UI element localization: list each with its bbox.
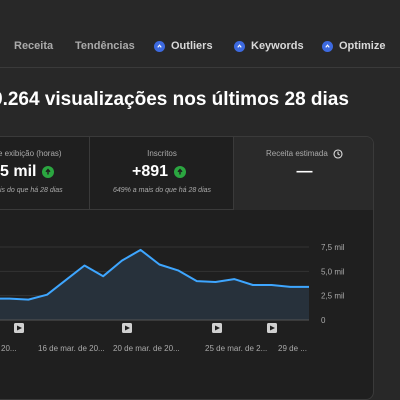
x-tick-label: 29 de ... <box>278 344 307 353</box>
stat-label-row: Receita estimada <box>234 149 373 159</box>
data-point[interactable] <box>45 293 49 297</box>
analytics-tabbar: Receita Tendências Outliers Keywords Opt… <box>0 0 400 68</box>
data-point[interactable] <box>232 277 236 281</box>
stat-label: Receita estimada <box>265 149 328 159</box>
data-point[interactable] <box>120 259 124 263</box>
y-tick-label: 0 <box>321 316 326 325</box>
y-tick-label: 5,0 mil <box>321 267 345 276</box>
tab-keywords[interactable]: Keywords <box>234 40 304 52</box>
data-point[interactable] <box>157 263 161 267</box>
stats-row: e exibição (horas) 5 mil is do que há 28… <box>0 137 373 210</box>
overview-card: e exibição (horas) 5 mil is do que há 28… <box>0 136 374 400</box>
data-point[interactable] <box>307 285 311 289</box>
stat-value: — <box>296 163 313 180</box>
arrow-up-icon <box>42 166 55 178</box>
stat-subscribers[interactable]: Inscritos +891 649% a mais do que há 28 … <box>90 137 234 210</box>
y-tick-label: 7,5 mil <box>321 243 345 252</box>
extension-logo-icon <box>322 40 333 52</box>
tab-label: Tendências <box>75 40 135 52</box>
series-area <box>0 249 309 320</box>
arrow-up-icon <box>174 166 187 178</box>
tab-outliers[interactable]: Outliers <box>154 40 213 52</box>
data-point[interactable] <box>176 268 180 272</box>
data-point[interactable] <box>288 285 292 289</box>
data-point[interactable] <box>83 263 87 267</box>
stat-label: Inscritos <box>147 149 177 158</box>
stat-value: +891 <box>132 163 169 180</box>
stat-comparison: 649% a mais do que há 28 dias <box>112 187 212 194</box>
stat-estimated-revenue[interactable]: Receita estimada — <box>234 137 373 210</box>
tab-label: Optimize <box>339 40 386 52</box>
tab-label: Outliers <box>171 40 213 52</box>
stat-label: e exibição (horas) <box>0 149 62 158</box>
page-title: 9.264 visualizações nos últimos 28 dias <box>0 89 349 110</box>
stat-comparison: is do que há 28 dias <box>0 187 63 194</box>
views-chart[interactable]: 7,5 mil 5,0 mil 2,5 mil 0 20... 16 de mar. de… <box>0 137 374 400</box>
stat-value: 5 mil <box>0 163 37 180</box>
data-point[interactable] <box>26 298 30 302</box>
stat-watch-time[interactable]: e exibição (horas) 5 mil is do que há 28… <box>0 137 90 210</box>
data-point[interactable] <box>64 278 68 282</box>
video-marker-icon[interactable] <box>267 323 277 333</box>
tab-receita[interactable]: Receita <box>14 40 53 52</box>
data-point[interactable] <box>270 283 274 287</box>
x-tick-label: 25 de mar. de 2... <box>205 344 267 353</box>
data-point[interactable] <box>139 248 143 252</box>
tab-label: Receita <box>14 40 54 52</box>
data-point[interactable] <box>8 297 12 301</box>
data-point[interactable] <box>251 283 255 287</box>
data-point[interactable] <box>213 280 217 284</box>
data-point[interactable] <box>101 274 105 278</box>
stat-value-row: 5 mil <box>0 163 55 181</box>
video-marker-icon[interactable] <box>122 323 132 333</box>
clock-icon[interactable] <box>333 149 343 159</box>
x-tick-label: 20 de mar. de 20... <box>113 344 180 353</box>
data-point[interactable] <box>195 279 199 283</box>
tab-tendencias[interactable]: Tendências <box>75 40 135 52</box>
extension-logo-icon <box>154 40 165 52</box>
x-tick-label: 16 de mar. de 20... <box>38 344 105 353</box>
tab-optimize[interactable]: Optimize <box>322 40 385 52</box>
x-tick-label: 20... <box>1 344 17 353</box>
video-marker-icon[interactable] <box>212 323 222 333</box>
y-tick-label: 2,5 mil <box>321 292 345 301</box>
extension-logo-icon <box>234 40 245 52</box>
tab-label: Keywords <box>251 40 304 52</box>
video-marker-icon[interactable] <box>14 323 24 333</box>
stat-value-row: +891 <box>132 163 187 181</box>
series-line <box>0 248 309 301</box>
